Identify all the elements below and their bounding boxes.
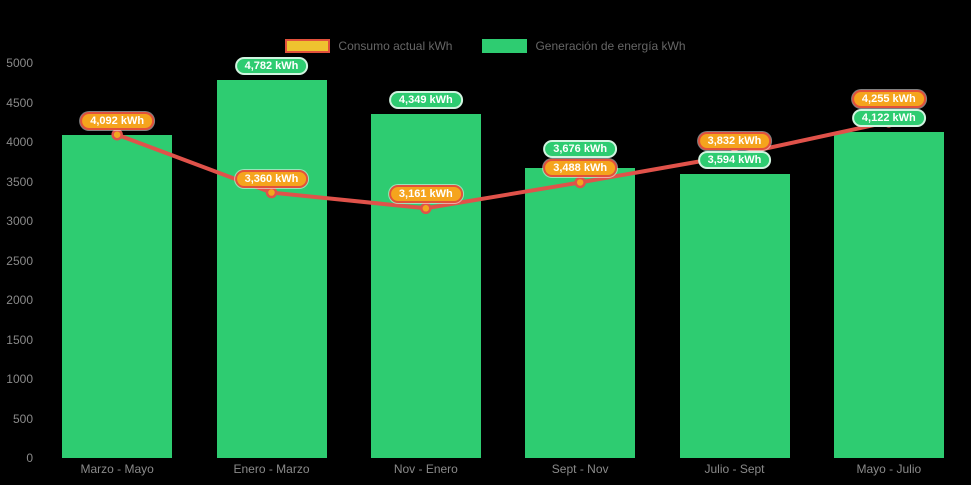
- generation-bar[interactable]: [370, 114, 481, 458]
- generation-value-label: 4,349 kWh: [388, 91, 463, 110]
- consumo-legend-swatch-icon: [285, 39, 331, 53]
- consumption-line-marker[interactable]: [111, 128, 123, 141]
- x-axis-category-label: Mayo - Julio: [856, 462, 922, 476]
- consumption-line-marker[interactable]: [265, 186, 278, 199]
- generation-value-label: 4,782 kWh: [234, 57, 309, 76]
- x-axis-category-label: Nov - Enero: [393, 462, 458, 476]
- generation-bar[interactable]: [525, 167, 636, 458]
- generation-bar[interactable]: [679, 174, 790, 458]
- y-axis-tick-label: 0: [26, 451, 33, 465]
- y-axis-tick-label: 3500: [6, 174, 33, 189]
- y-axis-tick-label: 4000: [6, 135, 33, 149]
- legend-label-consumo: Consumo actual kWh: [338, 39, 453, 53]
- x-axis-category-label: Marzo - Mayo: [80, 462, 154, 476]
- y-axis-tick-label: 4500: [6, 95, 33, 110]
- legend-item-generacion[interactable]: Generación de energía kWh: [482, 39, 686, 53]
- generation-value-label: 3,594 kWh: [697, 151, 772, 170]
- consumption-value-label: 3,488 kWh: [543, 159, 618, 178]
- consumption-value-label: 4,092 kWh: [80, 111, 155, 130]
- generation-bar[interactable]: [62, 134, 173, 458]
- generation-value-label: 4,122 kWh: [851, 109, 926, 128]
- x-axis-category-label: Julio - Sept: [704, 462, 765, 476]
- legend-item-consumo[interactable]: Consumo actual kWh: [285, 39, 452, 53]
- y-axis-tick-label: 1500: [6, 332, 33, 347]
- generation-value-label: 3,676 kWh: [543, 140, 618, 159]
- generacion-legend-swatch-icon: [482, 39, 528, 53]
- y-axis-tick-label: 3000: [6, 214, 33, 228]
- generation-bar[interactable]: [833, 132, 944, 458]
- y-axis-tick-label: 2000: [6, 293, 33, 307]
- legend-label-generacion: Generación de energía kWh: [535, 39, 686, 53]
- y-axis-tick-label: 500: [12, 411, 33, 426]
- consumption-value-label: 3,161 kWh: [388, 185, 463, 204]
- y-axis-tick-label: 5000: [6, 56, 33, 70]
- consumption-value-label: 3,360 kWh: [234, 169, 309, 188]
- generation-bar[interactable]: [216, 80, 327, 458]
- consumption-value-label: 4,255 kWh: [851, 90, 926, 109]
- x-axis-category-label: Enero - Marzo: [233, 462, 310, 476]
- chart-legend: Consumo actual kWh Generación de energía…: [0, 39, 971, 53]
- consumption-line-marker[interactable]: [574, 176, 586, 189]
- y-axis-tick-label: 1000: [6, 372, 33, 386]
- x-axis-category-label: Sept - Nov: [551, 462, 609, 476]
- consumption-line-marker[interactable]: [420, 202, 432, 215]
- y-axis-tick-label: 2500: [6, 253, 33, 268]
- consumption-value-label: 3,832 kWh: [697, 132, 772, 151]
